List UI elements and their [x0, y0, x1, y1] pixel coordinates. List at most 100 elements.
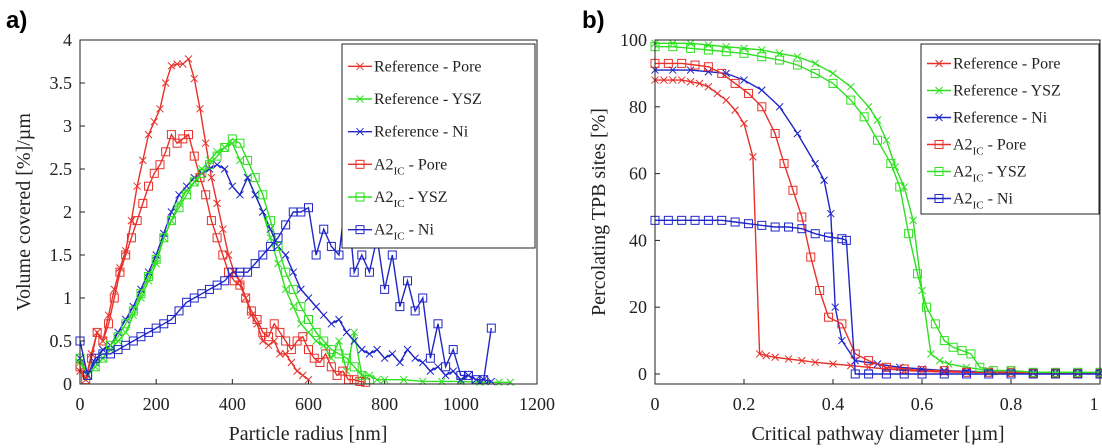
data-point	[265, 241, 275, 251]
panel-label-a: a)	[6, 7, 27, 34]
data-point	[668, 39, 677, 48]
data-point	[319, 336, 329, 346]
data-point	[660, 76, 668, 84]
data-point	[133, 182, 141, 191]
data-point	[886, 159, 896, 169]
data-point	[243, 267, 253, 277]
legend-label-subscript: IC	[973, 146, 984, 158]
data-point	[824, 232, 834, 242]
data-point	[784, 222, 793, 232]
legend-entry: Reference - YSZ	[927, 83, 1061, 100]
data-point	[151, 254, 161, 264]
legend-label: Reference - Pore	[953, 56, 1061, 73]
data-point	[410, 306, 420, 316]
data-point	[304, 294, 313, 302]
data-point	[121, 319, 131, 329]
data-point	[264, 332, 274, 342]
chart-panel-b: b) Percolating TPB sites [%] Critical pa…	[582, 7, 1102, 445]
data-point	[948, 342, 958, 352]
data-point	[811, 358, 820, 367]
data-point	[92, 327, 102, 337]
data-point	[269, 319, 279, 329]
data-point	[276, 350, 284, 358]
data-point	[342, 353, 352, 363]
data-point	[713, 89, 722, 98]
x-tick-label: 400	[219, 394, 246, 414]
legend-label-tail: - Ni	[984, 191, 1014, 208]
data-point	[189, 177, 199, 187]
data-point	[121, 250, 131, 260]
data-point	[281, 285, 290, 294]
data-point	[326, 241, 336, 251]
legend-label-subscript: IC	[394, 198, 405, 210]
data-point	[270, 337, 279, 345]
data-point	[899, 364, 909, 374]
y-tick-label: 3	[63, 116, 72, 136]
data-point	[850, 369, 860, 379]
data-point	[357, 345, 366, 354]
data-point	[921, 302, 931, 312]
data-point	[167, 61, 176, 70]
legend-label-subscript: IC	[394, 231, 405, 243]
data-point	[677, 58, 687, 68]
legend-entry: A2IC - Ni	[348, 222, 434, 243]
data-point	[126, 233, 136, 243]
legend-entry: Reference - Ni	[927, 110, 1048, 127]
legend-entry: Reference - Pore	[348, 58, 482, 75]
data-point	[677, 215, 687, 225]
data-point	[380, 375, 389, 384]
data-point	[201, 139, 210, 148]
data-point	[293, 367, 301, 375]
data-point	[779, 159, 789, 169]
data-point	[690, 60, 700, 70]
legend-label-tail: - Ni	[405, 222, 435, 239]
data-point	[975, 362, 985, 372]
data-point	[686, 66, 695, 74]
x-tick-label: 200	[143, 394, 170, 414]
data-point	[895, 182, 905, 192]
data-point	[668, 76, 677, 84]
data-point	[304, 315, 313, 324]
data-point	[357, 250, 367, 260]
data-point	[846, 82, 855, 91]
data-point	[138, 198, 148, 208]
data-point	[212, 233, 222, 243]
data-point	[174, 306, 184, 316]
data-point	[201, 190, 211, 200]
data-point	[749, 153, 757, 161]
data-point	[304, 203, 313, 213]
data-point	[220, 165, 229, 173]
data-point	[826, 209, 835, 218]
data-point	[297, 319, 305, 328]
legend-marker	[356, 95, 364, 103]
x-tick-label: 1	[1090, 394, 1099, 414]
data-point	[810, 229, 820, 239]
data-point	[1028, 369, 1038, 379]
series-1	[76, 55, 313, 384]
data-point	[757, 86, 766, 94]
data-point	[304, 345, 313, 355]
data-point	[770, 129, 780, 139]
x-tick-label: 0.4	[822, 394, 845, 414]
data-point	[258, 208, 267, 216]
data-point	[721, 47, 731, 57]
data-point	[663, 58, 673, 68]
y-tick-label: 2.5	[50, 159, 73, 179]
data-point	[144, 181, 154, 191]
data-point	[686, 39, 695, 48]
data-point	[403, 345, 412, 354]
data-point	[265, 216, 275, 226]
data-point	[425, 353, 435, 363]
data-point	[704, 82, 713, 91]
legend-label-tail: - Pore	[405, 156, 448, 173]
data-point	[788, 185, 798, 195]
data-point	[218, 225, 227, 234]
x-axis-label-a: Particle radius [nm]	[229, 423, 388, 445]
data-point	[327, 319, 336, 328]
legend-label-main: Reference - YSZ	[374, 91, 482, 108]
data-point	[740, 119, 748, 128]
data-point	[319, 224, 329, 234]
data-point	[418, 358, 427, 367]
data-point	[132, 216, 142, 226]
legend-label-main: Reference - Ni	[374, 124, 469, 141]
